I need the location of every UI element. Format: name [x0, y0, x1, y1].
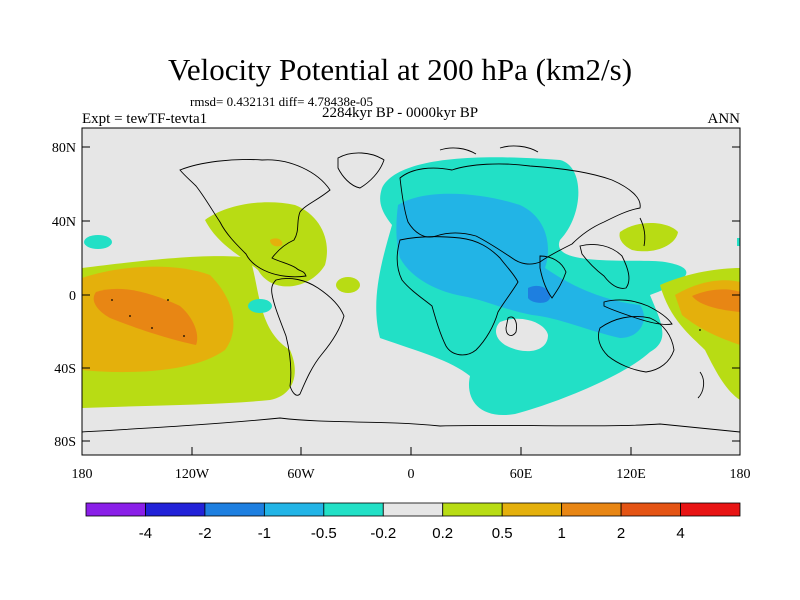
- colorbar-label-2: -1: [258, 525, 271, 542]
- coast-india: [539, 255, 567, 299]
- colorbar-swatch-3: [263, 502, 325, 517]
- pacific-island-dots: [111, 299, 701, 337]
- y-tick-80s: 80S: [54, 435, 76, 450]
- darkorange-core-eastedge: [692, 289, 740, 312]
- coast-newzealand: [697, 371, 705, 399]
- blue-spot: [528, 285, 551, 303]
- colorbar-swatch-2: [204, 502, 265, 517]
- coast-arctic-islands: [439, 145, 539, 155]
- coast-indonesia: [603, 299, 673, 325]
- season-label: ANN: [707, 111, 741, 127]
- coast-se-asia: [579, 244, 630, 289]
- colorbar-label-6: 0.5: [492, 525, 513, 542]
- coastlines: [82, 145, 740, 433]
- colorbar-swatch-7: [501, 502, 563, 517]
- y-tick-0: 0: [69, 289, 76, 304]
- light-blue-region: [396, 193, 644, 338]
- contour-field: [82, 128, 740, 455]
- colorbar-label-5: 0.2: [432, 525, 453, 542]
- green-region-wpac: [619, 222, 678, 252]
- y-tick-labels: 80N 40N 0 40S 80S: [52, 141, 76, 450]
- x-tick-180e: 180: [730, 467, 751, 482]
- orange-spot-namerica: [270, 238, 283, 247]
- coast-north-america: [179, 159, 331, 278]
- x-tick-180w: 180: [72, 467, 93, 482]
- colorbar-swatch-9: [620, 502, 681, 517]
- y-tick-80n: 80N: [52, 141, 76, 156]
- coast-antarctica: [82, 417, 740, 433]
- colorbar-swatch-4: [323, 502, 384, 517]
- coast-japan: [639, 217, 646, 247]
- stats-text: rmsd= 0.432131 diff= 4.78438e-05: [190, 94, 374, 109]
- colorbar: -4 -2 -1 -0.5 -0.2 0.2 0.5 1 2 4: [85, 502, 741, 542]
- coast-europe: [399, 163, 641, 265]
- colorbar-label-7: 1: [557, 525, 565, 542]
- colorbar-label-3: -0.5: [311, 525, 337, 542]
- cyan-spot-west: [84, 235, 112, 249]
- x-tick-120w: 120W: [175, 467, 210, 482]
- cyan-edge-spot: [737, 238, 740, 246]
- y-tick-40s: 40S: [54, 362, 76, 377]
- x-tick-120e: 120E: [616, 467, 646, 482]
- axis-ticks: [82, 146, 740, 455]
- x-tick-0: 0: [408, 467, 415, 482]
- colorbar-swatch-5: [382, 502, 444, 517]
- colorbar-label-0: -4: [139, 525, 152, 542]
- colorbar-swatch-1: [145, 502, 206, 517]
- coast-south-america: [271, 277, 345, 396]
- y-tick-40n: 40N: [52, 215, 76, 230]
- colorbar-label-9: 4: [676, 525, 684, 542]
- x-tick-labels: 180 120W 60W 0 60E 120E 180: [72, 467, 751, 482]
- colorbar-label-1: -2: [198, 525, 211, 542]
- colorbar-label-8: 2: [617, 525, 625, 542]
- coast-madagascar: [505, 316, 517, 336]
- coast-australia: [597, 316, 675, 373]
- map-title: Velocity Potential at 200 hPa (km2/s): [167, 52, 633, 87]
- experiment-label: Expt = tewTF-tevta1: [82, 111, 208, 127]
- period-label: 2284kyr BP - 0000kyr BP: [322, 105, 479, 121]
- grey-hole-indian: [495, 318, 548, 352]
- x-tick-60w: 60W: [287, 467, 315, 482]
- darkorange-core-pacific: [93, 288, 198, 345]
- colorbar-swatch-6: [442, 502, 503, 517]
- cyan-spot-sa: [248, 299, 272, 313]
- coast-africa: [396, 236, 519, 356]
- colorbar-label-4: -0.2: [370, 525, 396, 542]
- colorbar-swatch-10: [680, 502, 741, 517]
- green-region-namerica: [205, 202, 327, 287]
- x-tick-60e: 60E: [510, 467, 533, 482]
- coast-greenland: [337, 152, 385, 189]
- colorbar-swatch-0: [85, 502, 146, 517]
- colorbar-swatch-8: [561, 502, 622, 517]
- green-spot-atlantic: [336, 277, 360, 293]
